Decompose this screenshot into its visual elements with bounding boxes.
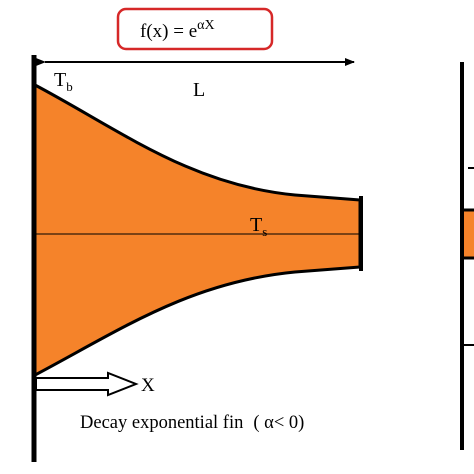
formula-box (116, 7, 274, 51)
surface-temperature-label: Ts (250, 214, 267, 239)
adjacent-diagram-fragment (460, 62, 474, 450)
fin-caption: Decay exponential fin( α< 0) (80, 413, 304, 433)
fin-body (33, 83, 362, 377)
length-label: L (193, 79, 205, 101)
x-axis-label: X (141, 375, 155, 396)
x-axis-arrow (35, 371, 139, 397)
formula-text: f(x) = eαX (140, 18, 215, 42)
base-temperature-label: Tb (54, 69, 73, 94)
